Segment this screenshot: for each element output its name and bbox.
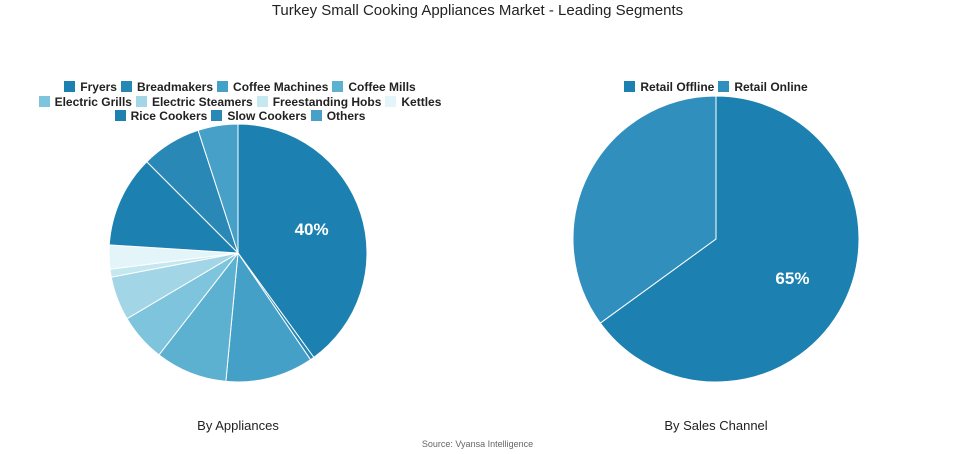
pie-slice-retail-offline[interactable] — [599, 95, 860, 383]
legend-label: Electric Grills — [54, 94, 132, 109]
legend-label: Kettles — [401, 94, 442, 109]
legend-label: Retail Offline — [640, 80, 715, 94]
legend-item[interactable]: Coffee Mills — [332, 80, 416, 95]
legend-item[interactable]: Fryers — [64, 80, 117, 95]
legend-swatch — [217, 81, 229, 92]
legend-swatch — [114, 110, 126, 121]
legend-swatch — [624, 81, 636, 92]
legend-swatch — [120, 81, 132, 92]
legend-label: Coffee Mills — [348, 80, 416, 94]
source-note: Source: Vyansa Intelligence — [421, 439, 534, 449]
pie-slice-coffee-machines[interactable] — [225, 251, 312, 383]
legend-swatch — [211, 110, 223, 121]
legend-item[interactable]: Retail Online — [718, 80, 808, 95]
legend-label: Electric Steamers — [151, 94, 253, 109]
pie-slice-others[interactable] — [197, 123, 239, 254]
data-label: 65% — [775, 269, 809, 288]
legend-swatch — [38, 95, 50, 107]
pie-slice-retail-online[interactable] — [572, 95, 717, 324]
legend-swatch — [135, 95, 147, 107]
pie-slice-fryers[interactable] — [237, 123, 368, 359]
legend-appliances: Fryers Breadmakers Coffee Machines Coffee M… — [15, 80, 465, 124]
pie-slice-rice-cookers[interactable] — [108, 161, 240, 254]
legend-item[interactable]: Retail Offline — [624, 80, 714, 95]
legend-label: Rice Cookers — [130, 109, 208, 123]
legend-label: Freestanding Hobs — [272, 94, 382, 109]
subtitle-sales-channel: By Sales Channel — [664, 418, 768, 433]
legend-item[interactable]: Breadmakers — [120, 80, 214, 95]
subtitle-appliances: By Appliances — [197, 418, 279, 433]
legend-label: Slow Cookers — [227, 109, 307, 123]
legend-sales-channel: Retail Offline Retail Online — [566, 80, 866, 95]
legend-item[interactable]: Electric Steamers — [135, 94, 253, 110]
legend-swatch — [385, 95, 397, 107]
legend-label: Fryers — [80, 80, 117, 94]
legend-item[interactable]: Rice Cookers — [114, 109, 208, 124]
legend-item[interactable]: Freestanding Hobs — [256, 94, 382, 110]
legend-label: Retail Online — [734, 80, 808, 94]
chart-title: Turkey Small Cooking Appliances Market -… — [271, 2, 684, 19]
legend-swatch — [64, 81, 76, 92]
legend-swatch — [256, 95, 268, 107]
legend-swatch — [718, 81, 730, 92]
legend-item[interactable]: Kettles — [385, 95, 441, 110]
legend-label: Others — [326, 109, 366, 123]
legend-item[interactable]: Others — [310, 109, 366, 124]
legend-item[interactable]: Electric Grills — [38, 94, 132, 110]
legend-label: Coffee Machines — [233, 80, 329, 94]
data-label: 40% — [295, 220, 329, 239]
legend-swatch — [332, 81, 344, 92]
legend-item[interactable]: Slow Cookers — [211, 109, 307, 124]
legend-swatch — [310, 110, 322, 121]
legend-item[interactable]: Coffee Machines — [217, 80, 328, 95]
legend-label: Breadmakers — [136, 80, 214, 94]
